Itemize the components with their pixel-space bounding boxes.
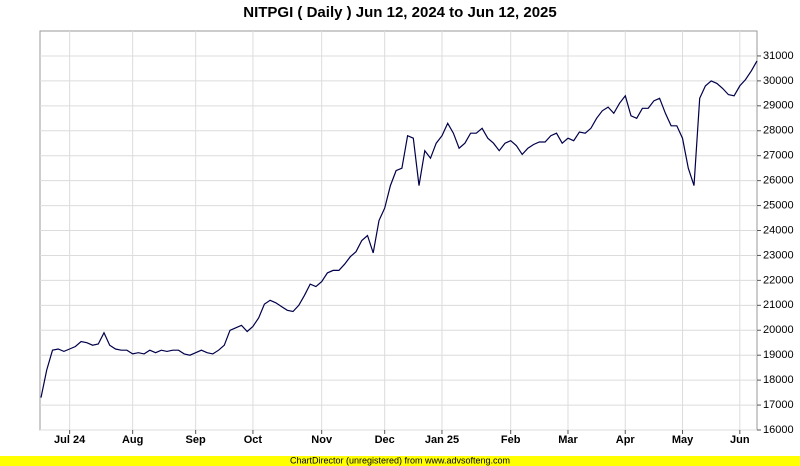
y-tick-label: 20000 xyxy=(763,324,794,336)
footer-bar xyxy=(0,456,800,466)
y-tick-label: 26000 xyxy=(763,175,794,187)
x-tick-label: Apr xyxy=(616,434,636,446)
x-tick-label: Oct xyxy=(244,434,263,446)
x-tick-label: Jun xyxy=(730,434,750,446)
y-tick-label: 24000 xyxy=(763,224,794,236)
y-tick-label: 17000 xyxy=(763,399,794,411)
y-tick-label: 30000 xyxy=(763,75,794,87)
x-tick-label: Jul 24 xyxy=(54,434,86,446)
y-tick-label: 22000 xyxy=(763,274,794,286)
x-tick-label: Dec xyxy=(375,434,395,446)
x-tick-label: Jan 25 xyxy=(425,434,459,446)
y-tick-label: 27000 xyxy=(763,150,794,162)
x-tick-label: Feb xyxy=(501,434,521,446)
y-tick-label: 18000 xyxy=(763,374,794,386)
y-tick-label: 28000 xyxy=(763,125,794,137)
x-tick-label: Mar xyxy=(558,434,578,446)
chart-title: NITPGI ( Daily ) Jun 12, 2024 to Jun 12,… xyxy=(243,4,556,21)
footer: ChartDirector (unregistered) from www.ad… xyxy=(290,455,510,465)
x-tick-label: May xyxy=(672,434,694,446)
y-tick-label: 23000 xyxy=(763,249,794,261)
y-tick-label: 16000 xyxy=(763,424,794,436)
x-tick-label: Sep xyxy=(186,434,206,446)
y-tick-label: 29000 xyxy=(763,100,794,112)
price-line xyxy=(40,60,758,398)
y-tick-label: 25000 xyxy=(763,199,794,211)
y-tick-label: 19000 xyxy=(763,349,794,361)
x-tick-label: Nov xyxy=(311,434,333,446)
y-tick-label: 21000 xyxy=(763,299,794,311)
y-tick-label: 31000 xyxy=(763,50,794,62)
x-tick-label: Aug xyxy=(122,434,143,446)
